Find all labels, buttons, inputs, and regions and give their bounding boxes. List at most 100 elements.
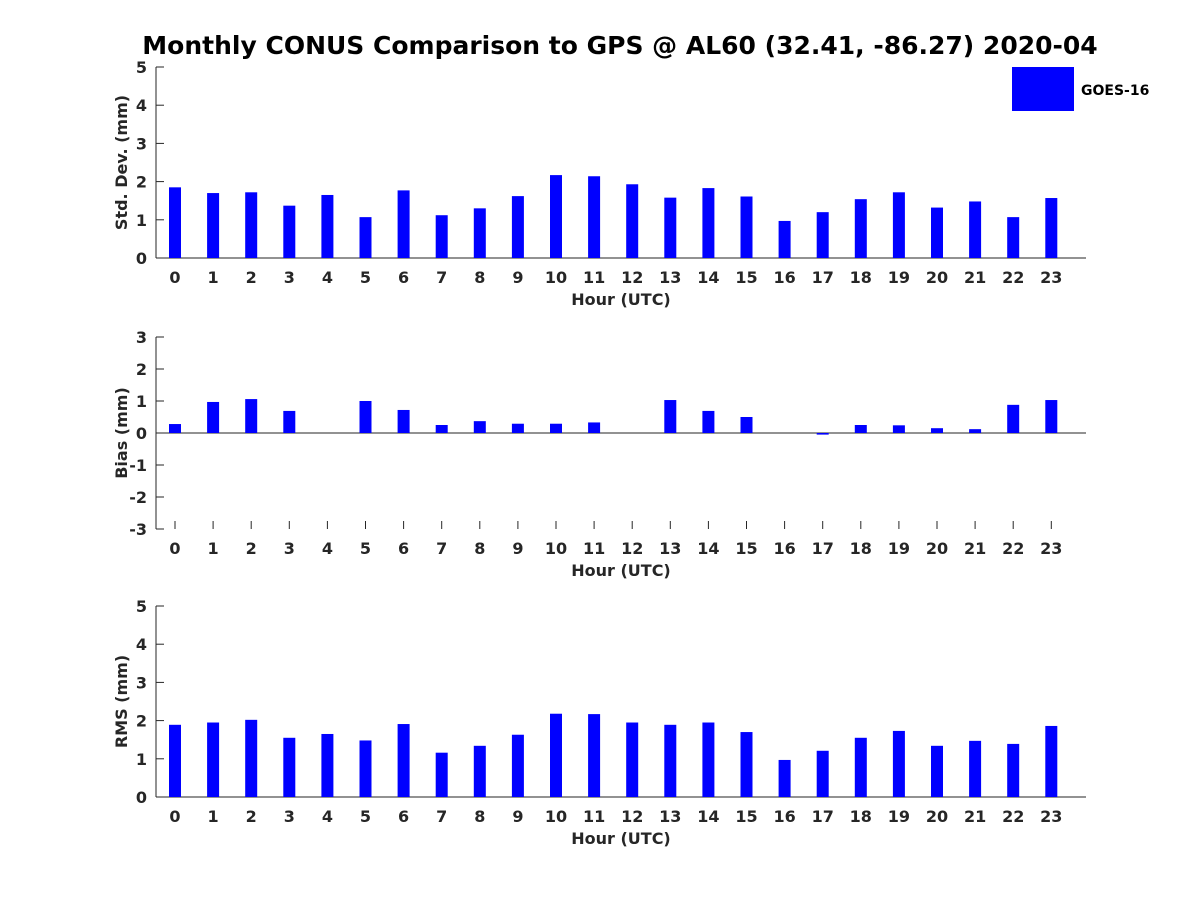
bias-y-tick-label: 0 bbox=[136, 424, 147, 443]
chart-title: Monthly CONUS Comparison to GPS @ AL60 (… bbox=[142, 31, 1097, 60]
rms-bar bbox=[892, 730, 905, 797]
std-dev-y-tick-label: 2 bbox=[136, 173, 147, 192]
bias-bar bbox=[664, 400, 677, 433]
std-dev-x-tick-label: 6 bbox=[398, 268, 409, 287]
std-dev-x-tick-label: 2 bbox=[246, 268, 257, 287]
std-dev-bar bbox=[588, 176, 601, 258]
std-dev-x-tick-label: 5 bbox=[360, 268, 371, 287]
std-dev-bar bbox=[435, 215, 448, 258]
rms-bar bbox=[588, 714, 601, 797]
bias-y-tick-label: 2 bbox=[136, 360, 147, 379]
bias-y-axis-label: Bias (mm) bbox=[112, 387, 131, 479]
std-dev-x-tick-label: 21 bbox=[964, 268, 986, 287]
bias-x-tick-label: 14 bbox=[697, 539, 719, 558]
rms-x-tick-label: 15 bbox=[735, 807, 757, 826]
std-dev-x-tick-label: 23 bbox=[1040, 268, 1062, 287]
std-dev-bar bbox=[816, 212, 829, 258]
std-dev-x-tick-label: 11 bbox=[583, 268, 605, 287]
rms-bar bbox=[435, 752, 448, 797]
std-dev-bar bbox=[169, 187, 181, 258]
bias-x-tick-label: 23 bbox=[1040, 539, 1062, 558]
std-dev-x-tick-label: 4 bbox=[322, 268, 333, 287]
std-dev-bar bbox=[245, 192, 258, 258]
bias-bar bbox=[854, 425, 867, 433]
bias-x-tick-label: 20 bbox=[926, 539, 948, 558]
std-dev-bar bbox=[321, 194, 334, 258]
std-dev-x-tick-label: 17 bbox=[812, 268, 834, 287]
legend-label: GOES-16 bbox=[1081, 83, 1149, 99]
rms-x-tick-label: 0 bbox=[169, 807, 180, 826]
rms-bar bbox=[321, 733, 334, 797]
bias-x-tick-label: 5 bbox=[360, 539, 371, 558]
bias-x-tick-label: 18 bbox=[850, 539, 872, 558]
bias-x-tick-label: 19 bbox=[888, 539, 910, 558]
std-dev-y-tick-label: 1 bbox=[136, 211, 147, 230]
bias-bar bbox=[969, 429, 982, 433]
std-dev-y-tick-label: 5 bbox=[136, 58, 147, 77]
bias-bar bbox=[1007, 404, 1020, 433]
bias-x-tick-label: 7 bbox=[436, 539, 447, 558]
rms-bar bbox=[740, 732, 753, 797]
std-dev-bar bbox=[854, 199, 867, 258]
rms-bar bbox=[626, 722, 639, 797]
std-dev-bar bbox=[550, 175, 562, 258]
std-dev-y-tick-label: 4 bbox=[136, 96, 147, 115]
bias-x-tick-label: 4 bbox=[322, 539, 333, 558]
rms-bar bbox=[511, 734, 524, 797]
rms-bar bbox=[854, 737, 867, 797]
rms-y-axis-label: RMS (mm) bbox=[112, 655, 131, 748]
std-dev-y-tick-label: 0 bbox=[136, 249, 147, 268]
std-dev-bar bbox=[892, 192, 905, 258]
std-dev-bar bbox=[702, 188, 715, 258]
bias-bar bbox=[207, 401, 220, 433]
rms-x-tick-label: 3 bbox=[284, 807, 295, 826]
rms-y-tick-label: 2 bbox=[136, 712, 147, 731]
bias-y-tick-label: -2 bbox=[129, 488, 147, 507]
bias-x-tick-label: 0 bbox=[169, 539, 180, 558]
bias-x-tick-label: 3 bbox=[284, 539, 295, 558]
std-dev-bar bbox=[969, 201, 982, 258]
rms-x-tick-label: 1 bbox=[208, 807, 219, 826]
rms-x-tick-label: 7 bbox=[436, 807, 447, 826]
rms-x-tick-label: 4 bbox=[322, 807, 333, 826]
bias-bar bbox=[550, 423, 562, 433]
std-dev-x-tick-label: 19 bbox=[888, 268, 910, 287]
rms-bar bbox=[931, 745, 943, 797]
bias-y-tick-label: -3 bbox=[129, 520, 147, 539]
bias-bar bbox=[511, 423, 524, 433]
std-dev-bar bbox=[740, 196, 753, 258]
rms-bar bbox=[359, 740, 372, 797]
std-dev-bar bbox=[626, 184, 639, 258]
bias-bar bbox=[245, 399, 258, 433]
rms-x-tick-label: 11 bbox=[583, 807, 605, 826]
rms-x-tick-label: 10 bbox=[545, 807, 567, 826]
bias-x-tick-label: 13 bbox=[659, 539, 681, 558]
bias-y-tick-label: 3 bbox=[136, 328, 147, 347]
rms-bar bbox=[169, 724, 181, 797]
rms-y-tick-label: 4 bbox=[136, 635, 147, 654]
std-dev-x-tick-label: 20 bbox=[926, 268, 948, 287]
rms-x-tick-label: 14 bbox=[697, 807, 719, 826]
rms-x-tick-label: 6 bbox=[398, 807, 409, 826]
std-dev-bar bbox=[207, 193, 220, 258]
rms-x-tick-label: 23 bbox=[1040, 807, 1062, 826]
bias-bar bbox=[283, 410, 296, 433]
rms-bar bbox=[245, 719, 258, 797]
std-dev-x-tick-label: 22 bbox=[1002, 268, 1024, 287]
bias-y-tick-label: 1 bbox=[136, 392, 147, 411]
rms-bar bbox=[702, 722, 715, 797]
std-dev-x-tick-label: 10 bbox=[545, 268, 567, 287]
std-dev-bar bbox=[1007, 217, 1020, 258]
rms-bar bbox=[1007, 743, 1020, 797]
rms-x-tick-label: 12 bbox=[621, 807, 643, 826]
rms-x-tick-label: 13 bbox=[659, 807, 681, 826]
std-dev-x-tick-label: 18 bbox=[850, 268, 872, 287]
rms-x-tick-label: 2 bbox=[246, 807, 257, 826]
bias-bar bbox=[359, 401, 372, 433]
bias-x-tick-label: 10 bbox=[545, 539, 567, 558]
std-dev-x-tick-label: 15 bbox=[735, 268, 757, 287]
bias-bar bbox=[588, 422, 601, 433]
